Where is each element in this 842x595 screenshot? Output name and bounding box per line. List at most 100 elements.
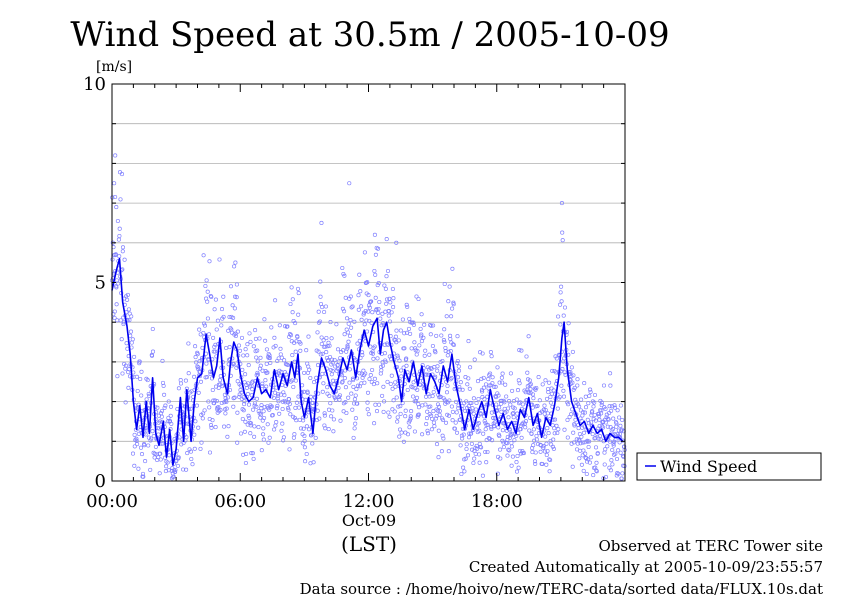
data-point xyxy=(235,410,240,415)
data-point xyxy=(552,431,557,436)
data-point xyxy=(547,457,552,462)
data-point xyxy=(130,337,135,342)
data-point xyxy=(285,324,290,329)
data-point xyxy=(287,447,292,452)
data-point xyxy=(123,363,128,368)
data-point xyxy=(152,451,157,456)
data-point xyxy=(568,370,573,375)
data-point xyxy=(193,355,198,360)
data-point xyxy=(500,371,505,376)
data-point xyxy=(317,319,323,324)
data-point xyxy=(370,310,375,315)
data-point xyxy=(499,401,504,406)
data-point xyxy=(294,400,299,405)
data-point xyxy=(603,447,608,452)
data-point xyxy=(120,245,126,250)
data-point xyxy=(578,408,583,413)
data-point xyxy=(150,326,155,332)
data-point xyxy=(465,382,470,387)
data-point xyxy=(511,415,516,420)
data-point xyxy=(238,431,244,436)
data-point xyxy=(485,449,490,455)
data-point xyxy=(597,423,602,429)
data-point xyxy=(382,351,387,356)
data-point xyxy=(486,436,491,441)
data-point xyxy=(457,385,462,390)
data-point xyxy=(417,343,422,348)
data-point xyxy=(232,395,237,400)
data-point xyxy=(112,309,117,314)
data-point xyxy=(374,307,379,312)
data-point xyxy=(343,295,348,300)
data-point xyxy=(467,386,472,391)
data-point xyxy=(413,399,419,404)
data-point xyxy=(411,394,416,399)
data-point xyxy=(340,379,345,384)
data-point xyxy=(436,428,441,433)
data-point xyxy=(481,375,486,380)
data-point xyxy=(192,446,197,451)
data-point xyxy=(400,317,405,322)
data-point xyxy=(156,455,161,460)
data-point xyxy=(297,417,302,422)
data-point xyxy=(397,434,402,439)
data-point xyxy=(619,428,624,433)
data-point xyxy=(580,425,585,430)
data-point xyxy=(319,341,324,347)
data-point xyxy=(455,360,460,365)
data-point xyxy=(526,334,531,339)
data-point xyxy=(579,397,584,402)
data-point xyxy=(290,353,295,358)
data-point xyxy=(224,406,229,411)
data-point xyxy=(232,264,237,269)
data-point xyxy=(304,348,309,353)
data-point xyxy=(139,393,144,398)
data-point xyxy=(346,395,351,400)
data-point xyxy=(550,444,555,449)
data-point xyxy=(119,337,124,342)
data-point xyxy=(336,385,341,391)
data-point xyxy=(369,320,374,325)
data-point xyxy=(603,406,608,411)
data-point xyxy=(398,404,403,409)
data-point xyxy=(342,376,347,381)
data-point xyxy=(367,305,372,310)
data-point xyxy=(221,294,226,299)
data-point xyxy=(315,408,320,413)
data-point xyxy=(232,306,237,311)
data-point xyxy=(602,450,607,455)
data-point xyxy=(510,431,515,436)
data-point xyxy=(428,404,433,409)
data-point xyxy=(407,316,412,321)
data-point xyxy=(198,379,204,384)
data-point xyxy=(455,375,461,380)
data-point xyxy=(204,375,209,380)
data-point xyxy=(158,457,163,462)
data-point xyxy=(243,460,248,466)
data-point xyxy=(463,456,468,461)
data-point xyxy=(548,394,553,400)
data-point xyxy=(261,426,266,431)
data-point xyxy=(404,363,409,368)
data-point xyxy=(319,220,324,226)
data-point xyxy=(405,387,410,393)
data-point xyxy=(204,278,209,283)
data-point xyxy=(261,409,266,414)
data-point xyxy=(575,441,580,446)
data-point xyxy=(395,419,400,424)
data-point xyxy=(136,466,141,471)
data-point xyxy=(560,367,565,372)
data-point xyxy=(543,434,548,439)
data-point xyxy=(561,388,566,393)
data-point xyxy=(277,411,282,416)
data-point xyxy=(384,274,389,279)
data-point xyxy=(169,421,174,426)
data-point xyxy=(161,383,166,388)
data-point xyxy=(412,429,417,434)
data-point xyxy=(292,432,297,437)
data-point xyxy=(323,344,328,349)
data-point xyxy=(194,403,199,408)
data-point xyxy=(366,412,371,417)
data-point xyxy=(365,280,370,285)
data-point xyxy=(150,349,156,354)
